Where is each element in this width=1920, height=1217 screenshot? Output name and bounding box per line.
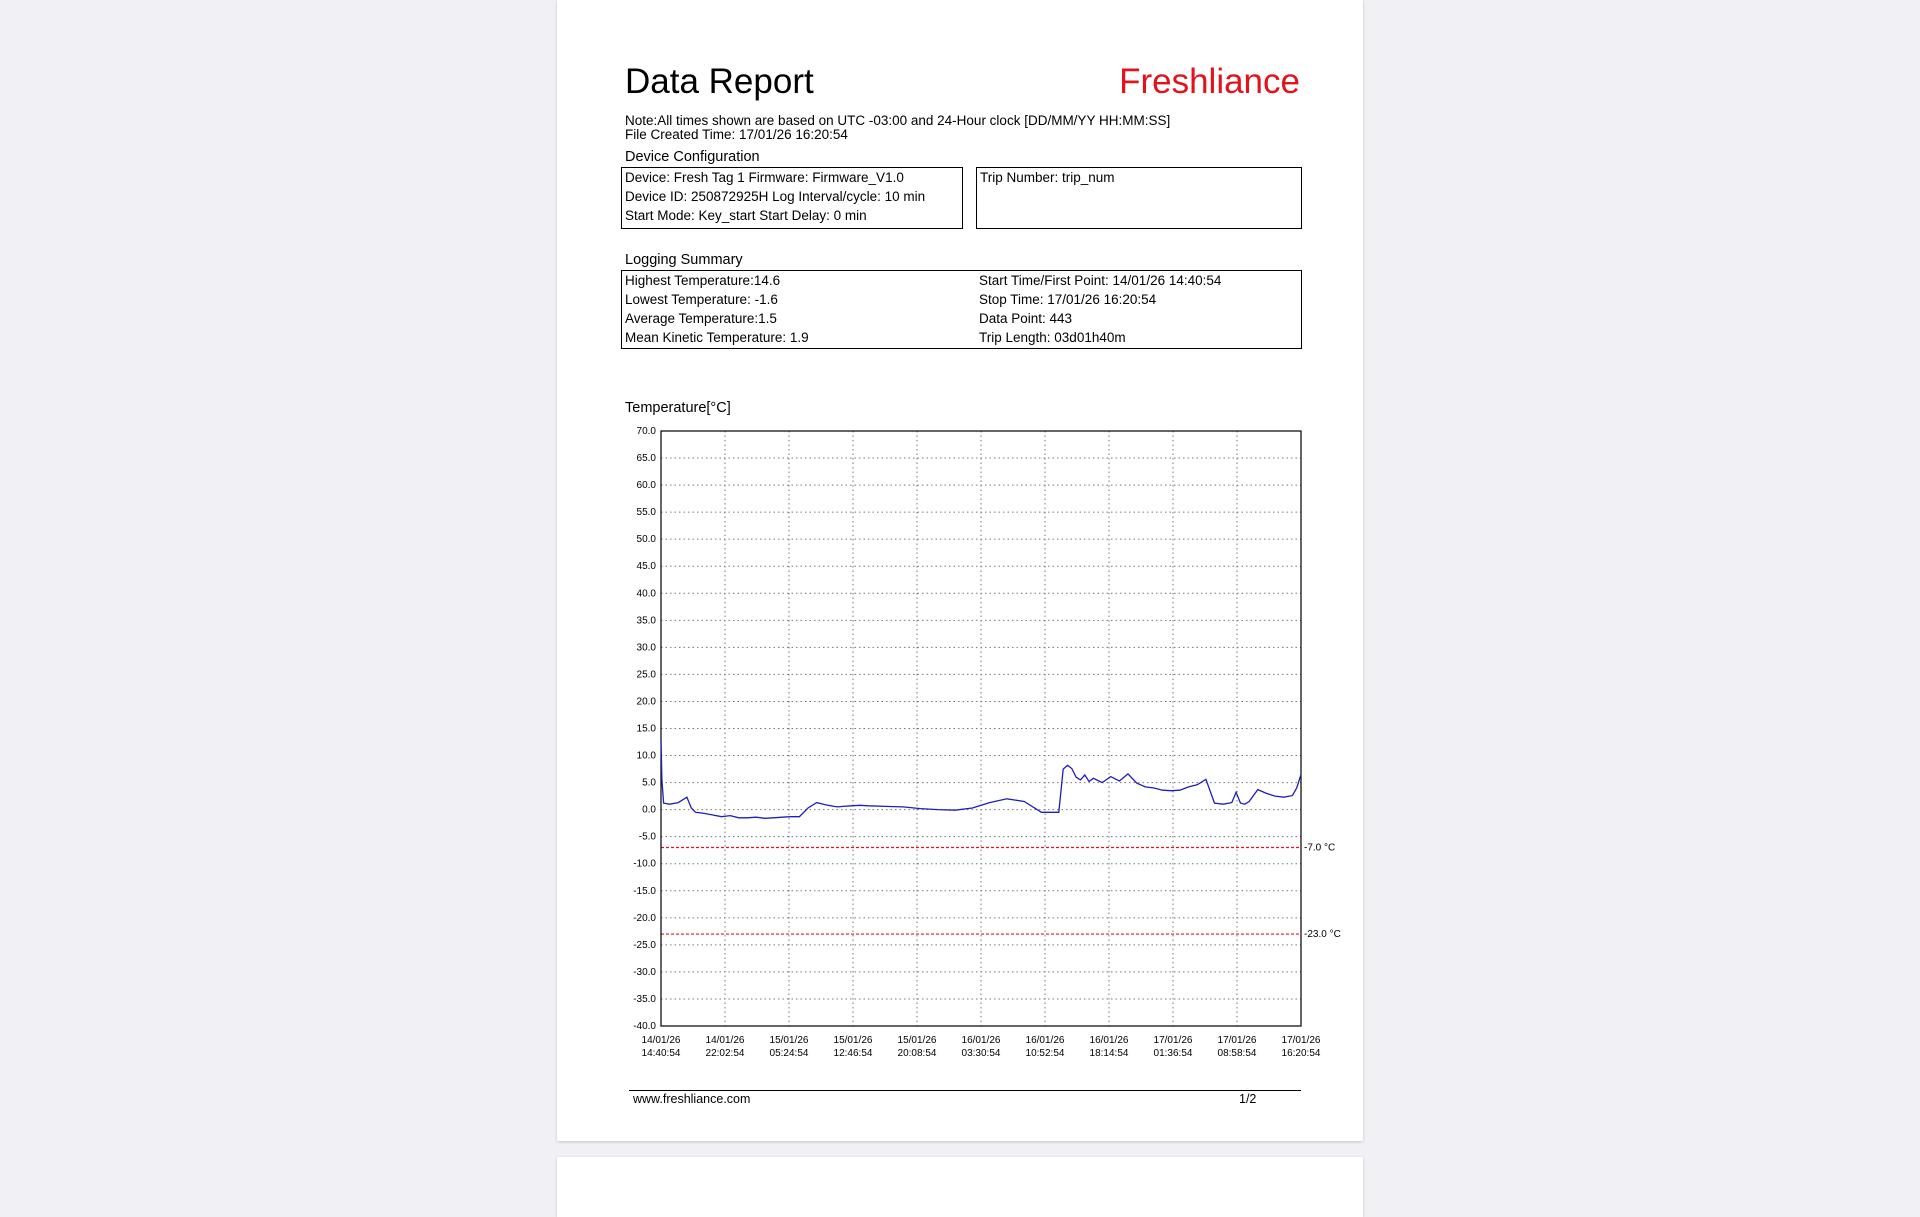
device-config-heading: Device Configuration (625, 149, 760, 165)
temperature-chart: 70.0 65.0 60.0 55.0 50.0 45.0 40.0 35.0 30.0 25.0… (633, 426, 1341, 1059)
y-tick-label: 35.0 (637, 615, 657, 626)
device-config-line: Device: Fresh Tag 1 Firmware: Firmware_V… (625, 170, 904, 185)
y-tick-label: -20.0 (633, 913, 656, 924)
y-tick-label: -5.0 (639, 832, 657, 843)
y-tick-label: -35.0 (633, 994, 656, 1005)
x-tick-date: 14/01/26 (642, 1035, 681, 1046)
chart-y-label: Temperature[°C] (625, 400, 731, 416)
y-tick-label: 65.0 (637, 453, 657, 464)
y-tick-label: -40.0 (633, 1021, 656, 1032)
y-tick-label: 40.0 (637, 588, 657, 599)
x-tick-time: 08:58:54 (1218, 1048, 1257, 1059)
page-number: 1/2 (1239, 1092, 1257, 1106)
trip-number: Trip Number: trip_num (980, 170, 1115, 185)
plot-area-border (660, 430, 1302, 1027)
x-tick-date: 16/01/26 (1026, 1035, 1065, 1046)
y-tick-label: 5.0 (642, 778, 656, 789)
x-tick-time: 10:52:54 (1026, 1048, 1065, 1059)
x-tick-time: 01:36:54 (1154, 1048, 1193, 1059)
summary-left-line: Highest Temperature:14.6 (625, 273, 781, 288)
x-tick-date: 16/01/26 (962, 1035, 1001, 1046)
x-tick-date: 17/01/26 (1218, 1035, 1257, 1046)
next-page (557, 1157, 1363, 1217)
brand-logo-text: Freshliance (1119, 62, 1300, 101)
x-tick-time: 05:24:54 (770, 1048, 809, 1059)
x-tick-time: 14:40:54 (642, 1048, 681, 1059)
y-tick-label: 10.0 (637, 751, 657, 762)
summary-left-line: Mean Kinetic Temperature: 1.9 (625, 330, 809, 345)
y-tick-label: 20.0 (637, 696, 657, 707)
temperature-series-line (660, 739, 1302, 819)
logging-summary-heading: Logging Summary (625, 252, 743, 268)
y-tick-label: -30.0 (633, 967, 656, 978)
x-tick-date: 15/01/26 (770, 1035, 809, 1046)
x-tick-date: 17/01/26 (1282, 1035, 1321, 1046)
y-tick-label: 30.0 (637, 642, 657, 653)
summary-right-line: Start Time/First Point: 14/01/26 14:40:5… (979, 273, 1222, 288)
footer-url: www.freshliance.com (633, 1092, 751, 1106)
y-tick-label: 45.0 (637, 561, 657, 572)
x-tick-time: 12:46:54 (834, 1048, 873, 1059)
threshold-label: -23.0 °C (1304, 929, 1341, 940)
y-tick-label: -10.0 (633, 859, 656, 870)
y-tick-label: 70.0 (637, 426, 657, 437)
timezone-note: Note:All times shown are based on UTC -0… (625, 113, 1171, 128)
y-tick-label: -25.0 (633, 940, 656, 951)
logging-summary-box: Highest Temperature:14.6 Lowest Temperat… (621, 270, 1302, 349)
x-tick-date: 16/01/26 (1090, 1035, 1129, 1046)
summary-right-line: Data Point: 443 (979, 311, 1073, 326)
trip-number-box: Trip Number: trip_num (976, 167, 1302, 229)
x-tick-time: 03:30:54 (962, 1048, 1001, 1059)
y-tick-label: 0.0 (642, 805, 656, 816)
footer-divider (629, 1090, 1301, 1091)
device-config-line: Start Mode: Key_start Start Delay: 0 min (625, 208, 867, 223)
x-tick-date: 14/01/26 (706, 1035, 745, 1046)
y-tick-label: 25.0 (637, 669, 657, 680)
summary-left-line: Lowest Temperature: -1.6 (625, 292, 778, 307)
summary-right-line: Trip Length: 03d01h40m (979, 330, 1126, 345)
x-tick-time: 18:14:54 (1090, 1048, 1129, 1059)
x-tick-time: 16:20:54 (1282, 1048, 1321, 1059)
summary-left-line: Average Temperature:1.5 (625, 311, 777, 326)
y-tick-label: 60.0 (637, 480, 657, 491)
x-tick-time: 20:08:54 (898, 1048, 937, 1059)
summary-right-line: Stop Time: 17/01/26 16:20:54 (979, 292, 1157, 307)
x-tick-time: 22:02:54 (706, 1048, 745, 1059)
x-tick-date: 15/01/26 (898, 1035, 937, 1046)
y-tick-label: 15.0 (637, 724, 657, 735)
y-tick-label: -15.0 (633, 886, 656, 897)
device-config-line: Device ID: 250872925H Log Interval/cycle… (625, 189, 926, 204)
x-tick-date: 15/01/26 (834, 1035, 873, 1046)
device-config-box: Device: Fresh Tag 1 Firmware: Firmware_V… (621, 167, 963, 229)
y-tick-label: 50.0 (637, 534, 657, 545)
file-created-time: File Created Time: 17/01/26 16:20:54 (625, 127, 848, 142)
threshold-label: -7.0 °C (1304, 843, 1335, 854)
x-tick-date: 17/01/26 (1154, 1035, 1193, 1046)
report-title: Data Report (625, 62, 814, 101)
report-page: Data Report Freshliance Note:All times s… (557, 0, 1363, 1141)
y-tick-label: 55.0 (637, 507, 657, 518)
